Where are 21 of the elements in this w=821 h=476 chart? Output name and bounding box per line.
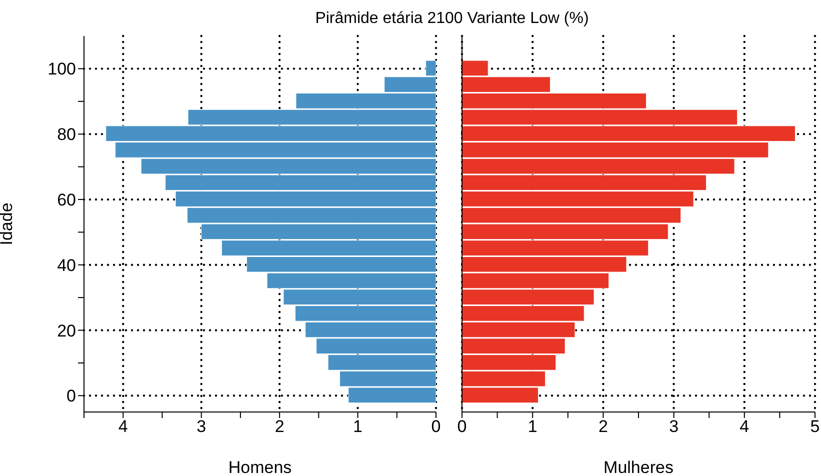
- x-axis-title: Homens: [228, 458, 292, 476]
- chart-title: Pirâmide etária 2100 Variante Low (%): [314, 10, 590, 28]
- x-tick-label: 5: [810, 417, 820, 436]
- y-tick-label: 0: [66, 386, 76, 406]
- y-tick-label: 80: [57, 125, 76, 144]
- x-tick-label: 0: [457, 417, 467, 436]
- y-tick-label: 20: [57, 321, 76, 340]
- x-tick-label: 2: [598, 417, 608, 436]
- x-tick-label: 4: [740, 417, 750, 436]
- x-tick-label: 4: [118, 417, 128, 436]
- x-tick-label: 1: [353, 417, 363, 436]
- y-tick-label: 100: [48, 60, 76, 79]
- x-tick-label: 0: [431, 417, 441, 436]
- x-tick-label: 1: [528, 417, 538, 436]
- x-tick-label: 3: [669, 417, 679, 436]
- x-tick-label: 3: [196, 417, 206, 436]
- x-axis-title: Mulheres: [604, 458, 674, 476]
- y-tick-label: 60: [57, 190, 76, 210]
- y-tick-label: 40: [57, 256, 76, 275]
- x-tick-label: 2: [274, 417, 284, 436]
- y-axis-title: Idade: [0, 202, 16, 246]
